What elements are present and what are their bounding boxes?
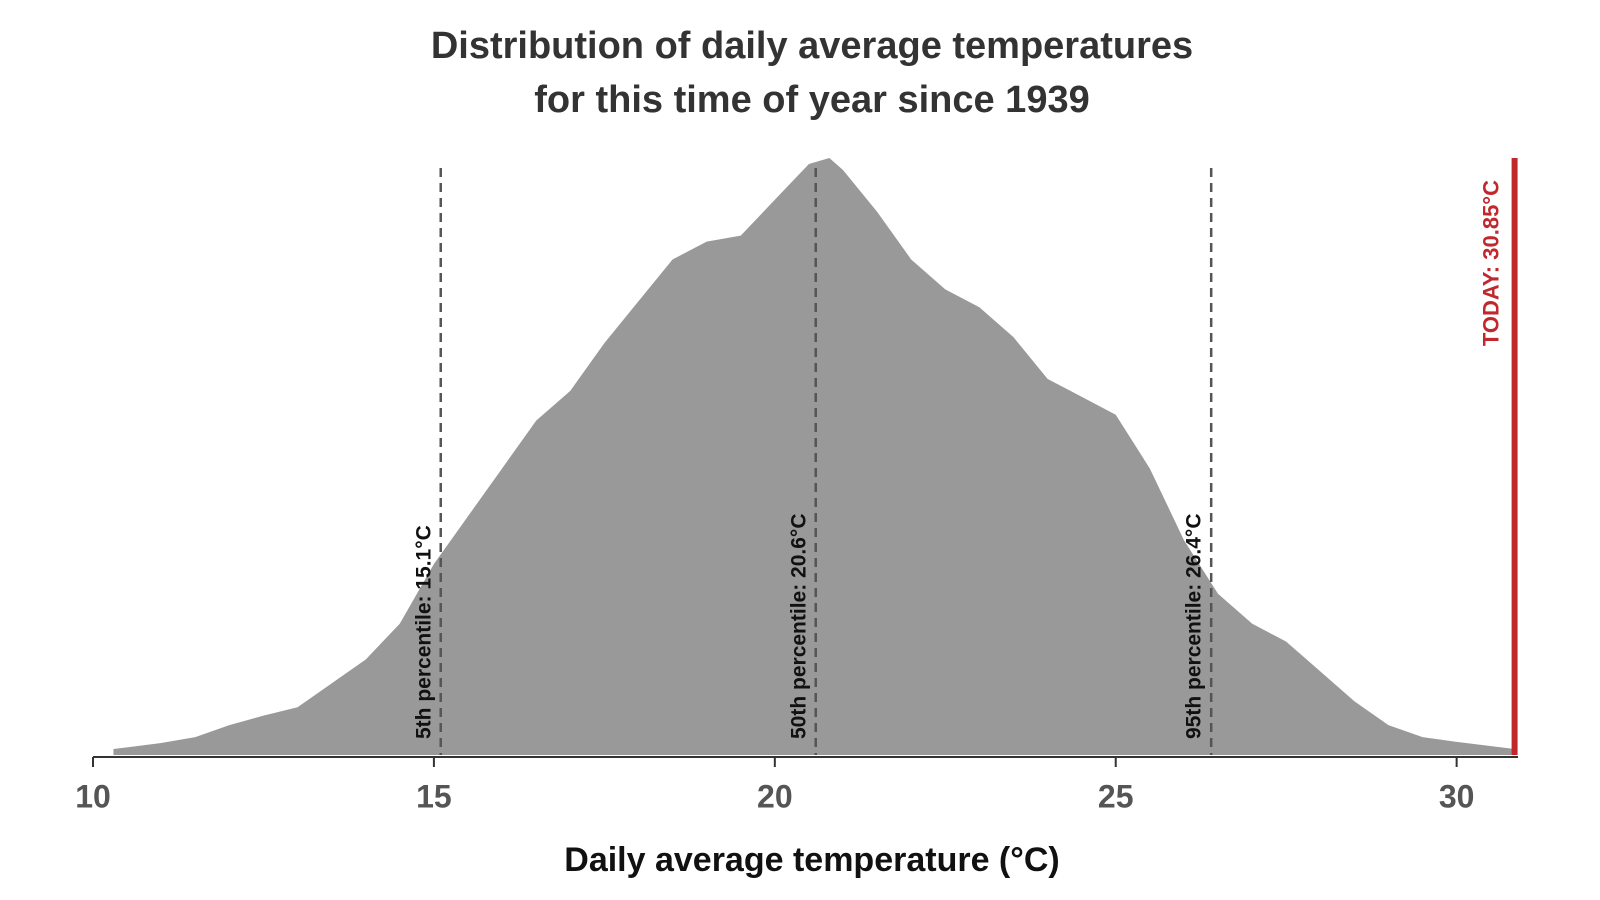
percentile-label: 95th percentile: 26.4°C xyxy=(1183,514,1206,739)
x-tick-label: 15 xyxy=(416,778,452,814)
x-axis-title: Daily average temperature (°C) xyxy=(564,841,1059,879)
x-tick-label: 30 xyxy=(1439,778,1475,814)
x-tick-label: 25 xyxy=(1098,778,1134,814)
percentile-label: 5th percentile: 15.1°C xyxy=(412,525,435,739)
x-tick-label: 20 xyxy=(757,778,793,814)
density-area xyxy=(113,158,1515,755)
today-label: TODAY: 30.85°C xyxy=(1478,180,1503,346)
chart-title: Distribution of daily average temperatur… xyxy=(431,25,1193,67)
x-tick-label: 10 xyxy=(75,778,111,814)
percentile-label: 50th percentile: 20.6°C xyxy=(787,514,810,739)
chart-title: for this time of year since 1939 xyxy=(534,79,1089,121)
